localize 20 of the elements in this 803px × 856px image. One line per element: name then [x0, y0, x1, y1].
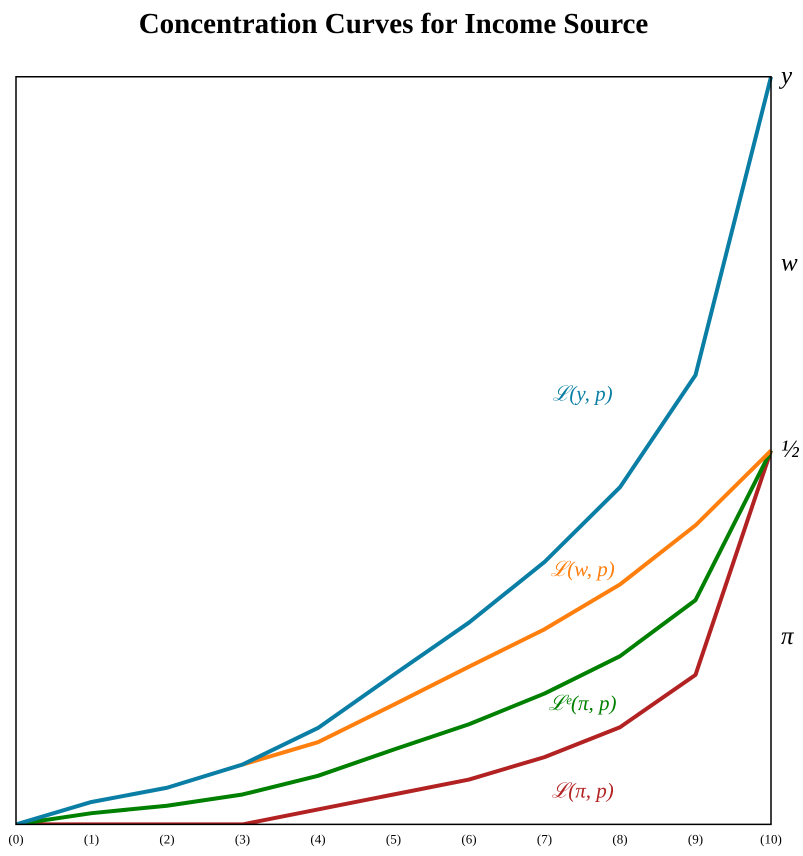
- chart-title: Concentration Curves for Income Source: [138, 8, 648, 40]
- series-label: ℒᵉ(π, p): [548, 691, 617, 716]
- text: ½: [781, 436, 800, 464]
- x-tick-label: (3): [234, 832, 250, 847]
- text: w: [781, 249, 798, 276]
- x-tick-label: (8): [612, 832, 628, 847]
- x-tick-label: (6): [461, 832, 477, 847]
- text: ℒ(y, p): [552, 382, 613, 406]
- x-tick-label: (5): [386, 832, 402, 847]
- x-tick-label: (9): [688, 832, 704, 847]
- x-tick-label: (7): [536, 832, 552, 847]
- x-tick-label: (1): [84, 832, 100, 847]
- x-tick-label: (10): [760, 832, 782, 847]
- x-tick-label: (0): [8, 832, 24, 847]
- x-tick-label: (2): [159, 832, 175, 847]
- text: π: [781, 623, 795, 650]
- x-tick-label: (4): [310, 832, 326, 847]
- series-label: ℒ(π, p): [551, 778, 614, 803]
- series-label: ℒ(w, p): [550, 556, 615, 581]
- text: y: [778, 62, 793, 90]
